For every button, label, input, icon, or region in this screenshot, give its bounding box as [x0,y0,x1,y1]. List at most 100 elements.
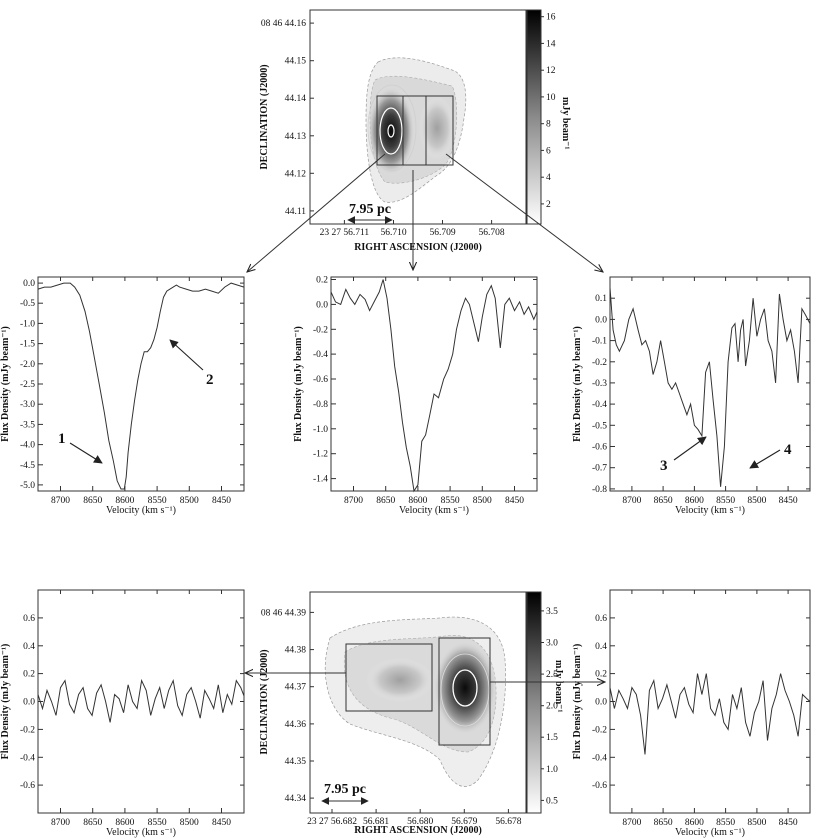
dec-tick-label: 44.11 [285,207,306,217]
bottom-emission-map [324,616,506,787]
bottom-dec-ticks: 08 46 44.39 44.38 44.37 44.36 44.35 44.34 [261,608,314,804]
colorbar-tick-label: 6 [546,146,551,156]
x-tick-label: 8550 [148,818,167,828]
y-tick-label: -0.6 [20,781,35,791]
y-tick-label: 0.2 [23,670,35,680]
ra-tick-label: 23 27 56.682 [307,817,357,827]
ra-tick-label: 56.709 [429,228,455,238]
x-tick-label: 8500 [747,818,766,828]
y-tick-label: 0.0 [595,315,607,325]
y-tick-label: -0.5 [20,299,35,309]
x-tick-label: 8450 [505,496,524,506]
y-axis-label: Flux Density (mJy beam⁻¹) [293,326,304,442]
y-tick-label: 0.0 [23,279,35,289]
y-tick-label: -1.5 [20,340,35,350]
y-tick-label: 0.0 [595,698,607,708]
ra-tick-label: 56.680 [407,817,433,827]
label-feature-3: 3 [660,458,668,474]
colorbar-tick-label: 2.0 [546,702,558,712]
y-tick-label: 0.0 [316,300,328,310]
top-colorbar [526,9,542,225]
ra-tick-label: 56.678 [495,817,521,827]
y-tick-label: -0.1 [592,337,607,347]
y-tick-label: -0.2 [592,725,607,735]
x-tick-label: 8650 [654,496,673,506]
ra-tick-label: 56.679 [451,817,477,827]
colorbar-tick-label: 12 [546,66,556,76]
top-image-panel: 2 4 6 8 10 12 14 16 mJy beam⁻¹ 08 46 44.16 44.15… [259,9,571,253]
spectrum-frame [37,276,245,492]
colorbar-tick-label: 4 [546,173,551,183]
top-scale-bar-label: 7.95 pc [349,202,391,217]
ra-tick-label: 56.681 [363,817,389,827]
feature-annotations: 1 2 3 4 [58,339,792,474]
y-tick-label: -0.3 [592,379,607,389]
colorbar-tick-label: 0.5 [546,796,558,806]
colorbar-tick-label: 2 [546,200,551,210]
colorbar-tick-label: 8 [546,120,551,130]
dec-tick-label: 08 46 44.16 [261,19,306,29]
x-axis-label: Velocity (km s⁻¹) [106,827,176,838]
top-emission-map [365,57,467,203]
x-tick-label: 8500 [747,496,766,506]
x-tick-label: 8700 [344,496,363,506]
dec-tick-label: 08 46 44.39 [261,608,306,618]
y-tick-label: -0.8 [592,485,607,495]
x-tick-label: 8500 [180,496,199,506]
y-tick-label: -0.6 [592,781,607,791]
y-tick-label: -0.8 [313,400,328,410]
x-tick-label: 8650 [83,496,102,506]
x-tick-label: 8500 [180,818,199,828]
colorbar-tick-label: 16 [546,13,556,23]
y-tick-label: -0.4 [592,753,607,763]
top-region-box-right [425,95,454,166]
y-axis-label: Flux Density (mJy beam⁻¹) [0,644,11,760]
x-tick-label: 8450 [212,496,231,506]
top-ra-ticks: 23 27 56.711 56.710 56.709 56.708 [320,220,505,238]
y-tick-label: -0.4 [592,400,607,410]
spectrum-line [37,282,245,490]
top-scale-bar: 7.95 pc [347,202,393,224]
y-axis-label: Flux Density (mJy beam⁻¹) [572,644,583,760]
x-tick-label: 8650 [83,818,102,828]
x-axis-label: Velocity (km s⁻¹) [399,505,469,516]
y-tick-label: -0.2 [592,358,607,368]
x-tick-label: 8700 [51,818,70,828]
bottom-region-box-right [438,637,491,746]
bottom-connectors [245,673,605,682]
y-tick-label: -1.0 [20,319,35,329]
dec-tick-label: 44.14 [285,94,307,104]
x-axis-label: Velocity (km s⁻¹) [675,505,745,516]
colorbar-tick-label: 14 [546,39,556,49]
top-colorbar-label: mJy beam⁻¹ [560,97,571,149]
y-tick-label: -0.6 [313,375,328,385]
spectrum-line [330,279,538,493]
x-axis-label: Velocity (km s⁻¹) [675,827,745,838]
x-tick-label: 8600 [685,818,704,828]
dec-tick-label: 44.12 [285,169,307,179]
y-tick-label: 0.6 [595,614,607,624]
y-axis-label: Flux Density (mJy beam⁻¹) [572,326,583,442]
bottom-ylabel: DECLINATION (J2000) [259,649,270,754]
y-tick-label: -4.5 [20,461,35,471]
y-tick-label: 0.1 [595,294,607,304]
colorbar-tick-label: 3.5 [546,607,558,617]
x-tick-label: 8550 [716,818,735,828]
spectrum-top-left: 8700 8650 8600 8550 8500 8450 0.0 -0.5 -1.0 -1.5 -… [0,276,245,516]
bottom-image-panel: 0.5 1.0 1.5 2.0 2.5 3.0 3.5 mJy beam⁻¹ 08 46 4… [259,591,564,836]
x-tick-label: 8550 [441,496,460,506]
top-ylabel: DECLINATION (J2000) [259,64,270,169]
label-feature-2: 2 [206,372,214,388]
spectrum-frame [37,589,245,814]
bottom-xlabel: RIGHT ASCENSION (J2000) [354,825,482,836]
arrow-feature-1 [69,442,103,464]
colorbar-tick-label: 10 [546,93,556,103]
bottom-colorbar-ticks: 0.5 1.0 1.5 2.0 2.5 3.0 3.5 [541,607,558,806]
y-tick-label: -0.6 [592,443,607,453]
spectrum-frame [330,276,538,492]
spectrum-frame [609,276,811,492]
colorbar-tick-label: 2.5 [546,670,558,680]
x-tick-label: 8650 [376,496,395,506]
bottom-scale-bar: 7.95 pc [321,782,369,805]
y-tick-label: -3.5 [20,420,35,430]
